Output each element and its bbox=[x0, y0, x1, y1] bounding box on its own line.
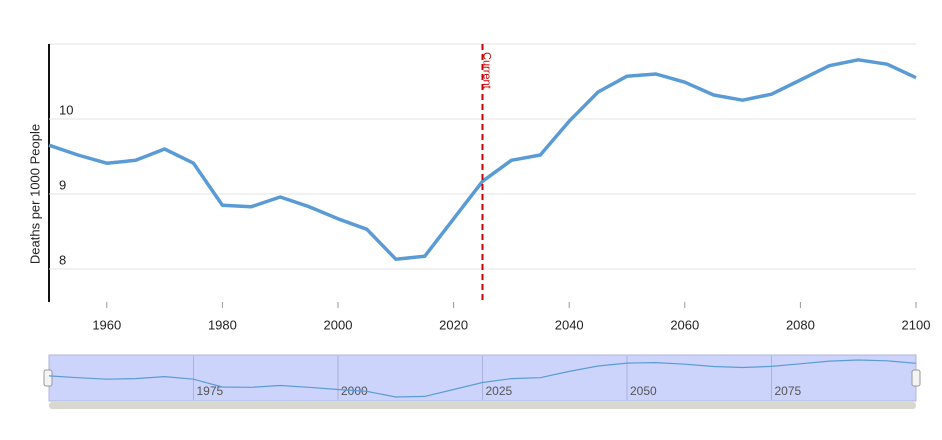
annotation-label: Current bbox=[481, 52, 493, 89]
x-tick-label: 2040 bbox=[555, 317, 584, 332]
navigator-line bbox=[48, 359, 917, 398]
navigator-scrollbar[interactable] bbox=[49, 402, 916, 409]
y-tick-label: 10 bbox=[59, 102, 73, 117]
navigator-handle-right[interactable] bbox=[911, 369, 921, 387]
navigator-tick-label: 2075 bbox=[775, 384, 802, 398]
navigator-handle-left[interactable] bbox=[43, 369, 53, 387]
x-tick-label: 2000 bbox=[324, 317, 353, 332]
x-tick-label: 2060 bbox=[670, 317, 699, 332]
y-tick-label: 9 bbox=[59, 177, 66, 192]
y-tick-label: 8 bbox=[59, 252, 66, 267]
navigator-tick-label: 2025 bbox=[486, 384, 513, 398]
x-tick-label: 1960 bbox=[92, 317, 121, 332]
x-tick-label: 2100 bbox=[902, 317, 931, 332]
x-tick-label: 1980 bbox=[208, 317, 237, 332]
y-axis-title: Deaths per 1000 People bbox=[27, 124, 42, 264]
x-tick-label: 2020 bbox=[439, 317, 468, 332]
data-line bbox=[48, 58, 917, 261]
x-tick-label: 2080 bbox=[786, 317, 815, 332]
navigator-tick-label: 2050 bbox=[630, 384, 657, 398]
navigator-tick-label: 1975 bbox=[197, 384, 224, 398]
